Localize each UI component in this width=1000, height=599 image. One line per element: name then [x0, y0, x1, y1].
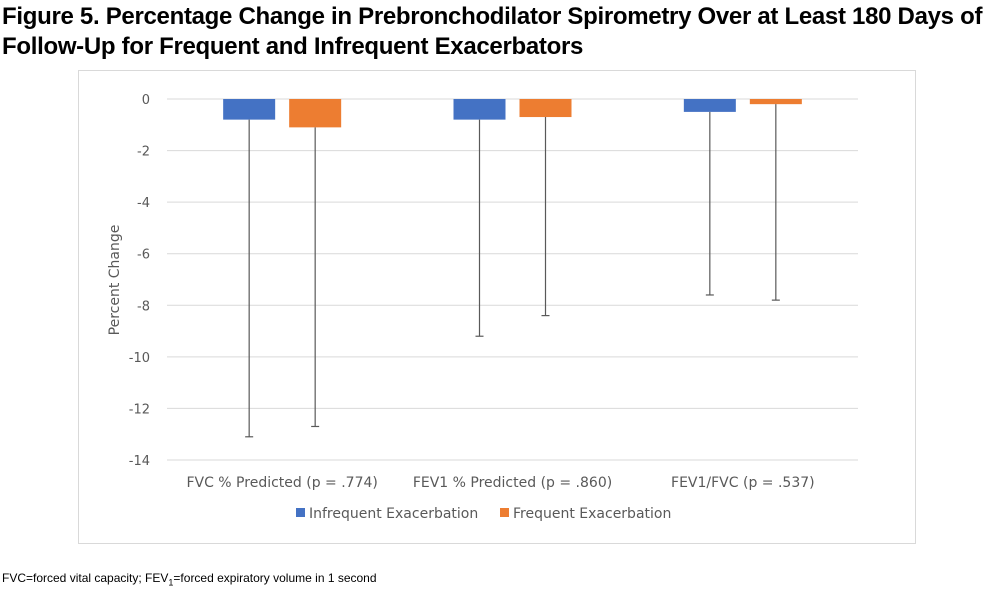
x-category-label: FVC % Predicted (p = .774) — [186, 475, 377, 491]
y-tick-label: -4 — [137, 196, 150, 211]
bar — [453, 99, 506, 120]
footnote-subscript: 1 — [168, 577, 174, 588]
legend-label: Infrequent Exacerbation — [309, 506, 478, 522]
bar — [289, 99, 342, 128]
figure-title-line-2: Follow-Up for Frequent and Infrequent Ex… — [2, 33, 584, 60]
y-tick-label: -8 — [137, 299, 150, 314]
footnote-text-1: FVC=forced vital capacity; FEV — [2, 571, 169, 585]
bar — [749, 99, 802, 105]
legend-swatch — [296, 508, 305, 517]
legend-label: Frequent Exacerbation — [513, 506, 671, 522]
y-tick-label: -12 — [129, 402, 150, 417]
bar — [683, 99, 736, 112]
figure-title: Figure 5. Percentage Change in Prebronch… — [2, 2, 992, 62]
y-tick-label: -2 — [137, 145, 150, 160]
footnote: FVC=forced vital capacity; FEV1=forced e… — [2, 571, 377, 587]
x-category-label: FEV1 % Predicted (p = .860) — [413, 475, 612, 491]
x-category-label: FEV1/FVC (p = .537) — [671, 475, 815, 491]
y-tick-label: -14 — [129, 454, 150, 469]
y-tick-label: 0 — [142, 93, 150, 108]
y-axis-label: Percent Change — [107, 225, 123, 336]
y-tick-label: -10 — [129, 351, 150, 366]
bar — [519, 99, 572, 118]
footnote-text-2: =forced expiratory volume in 1 second — [173, 571, 377, 585]
legend-swatch — [500, 508, 509, 517]
bar — [223, 99, 276, 120]
y-tick-label: -6 — [137, 248, 150, 263]
figure-title-line-1: Figure 5. Percentage Change in Prebronch… — [2, 3, 983, 30]
